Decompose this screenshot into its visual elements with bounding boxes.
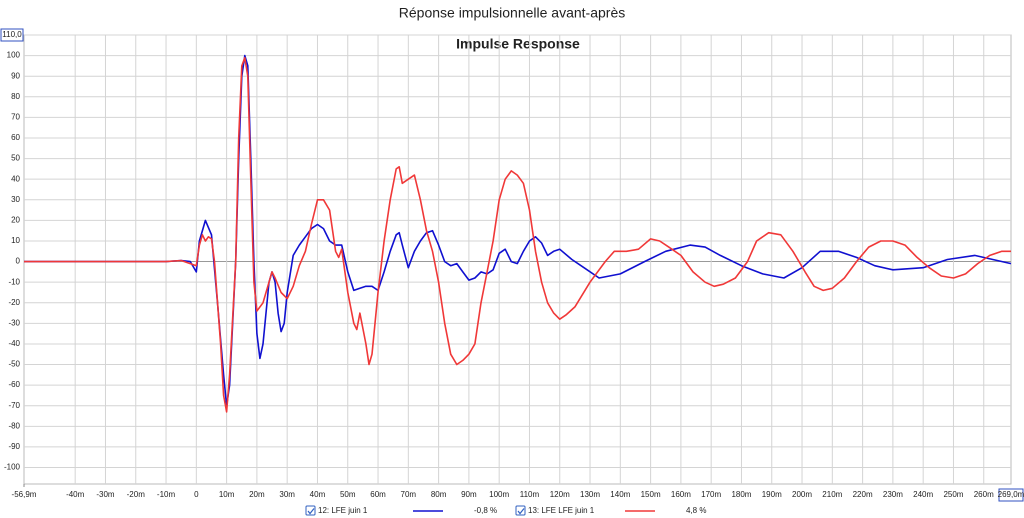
y-tick-label: 90 [11,71,20,80]
legend-checkbox[interactable] [305,505,316,516]
x-tick-label: -40m [66,490,85,499]
plot-area [23,34,1012,485]
y-tick-label: 20 [11,215,20,224]
x-tick-label: 240m [913,490,933,499]
legend-check [517,508,525,515]
x-tick-label: 140m [610,490,630,499]
legend-value: 4,8 % [686,506,706,515]
y-tick-label: 100 [7,51,21,60]
y-tick-label: -10 [8,277,20,286]
legend-checkbox[interactable] [515,505,526,516]
y-tick-label: -100 [4,463,21,472]
x-tick-label: 40m [310,490,326,499]
legend-label: 13: LFE LFE juin 1 [528,506,595,515]
y-tick-label: 70 [11,112,20,121]
legend-value: -0,8 % [474,506,497,515]
x-tick-label: 260m [974,490,994,499]
x-tick-label: 180m [731,490,751,499]
y-tick-label: -50 [8,360,20,369]
y-tick-label: 50 [11,154,20,163]
x-tick-label: 0 [194,490,199,499]
x-tick-label: 10m [219,490,235,499]
y-tick-label: 0 [16,257,21,266]
x-tick-label: 110m [520,490,540,499]
legend-label: 12: LFE juin 1 [318,506,368,515]
x-tick-label: 120m [550,490,570,499]
x-tick-label: 20m [249,490,265,499]
x-tick-label: 200m [792,490,812,499]
x-tick-label: 70m [401,490,417,499]
x-tick-label: -56,9m [12,490,37,499]
chart-subtitle: Impulse Response [456,36,580,52]
x-tick-label: -10m [157,490,176,499]
y-tick-label: -30 [8,318,20,327]
y-tick-label: -80 [8,421,20,430]
x-tick-label: 250m [943,490,963,499]
x-limit-box [998,488,1024,502]
x-tick-label: 170m [701,490,721,499]
y-tick-label: 30 [11,195,20,204]
x-tick-label: 80m [431,490,447,499]
y-tick-label: -20 [8,298,20,307]
y-tick-label: -40 [8,339,20,348]
x-tick-label: 150m [641,490,661,499]
series-line [24,54,1012,407]
x-tick-label: 210m [822,490,842,499]
y-tick-label: -70 [8,401,20,410]
x-tick-label: 220m [853,490,873,499]
x-tick-label: 90m [461,490,477,499]
x-tick-label: 30m [279,490,295,499]
y-tick-label: -60 [8,380,20,389]
series-line [24,56,1011,413]
chart-title: Réponse impulsionnelle avant-après [399,5,625,21]
y-limit-box [0,28,24,42]
y-tick-label: 60 [11,133,20,142]
y-tick-label: -90 [8,442,20,451]
y-tick-label: 40 [11,174,20,183]
x-tick-label: 60m [370,490,386,499]
x-tick-label: 160m [671,490,691,499]
x-tick-label: 230m [883,490,903,499]
x-tick-label: 100m [489,490,509,499]
x-tick-label: 269,0m [998,490,1024,499]
x-tick-label: 190m [762,490,782,499]
x-tick-label: -30m [96,490,115,499]
y-tick-label: 10 [11,236,20,245]
y-tick-label: 110,0 [2,30,22,39]
legend-check [307,508,315,515]
y-tick-label: 80 [11,92,20,101]
x-tick-label: -20m [127,490,146,499]
x-tick-label: 130m [580,490,600,499]
x-tick-label: 50m [340,490,356,499]
